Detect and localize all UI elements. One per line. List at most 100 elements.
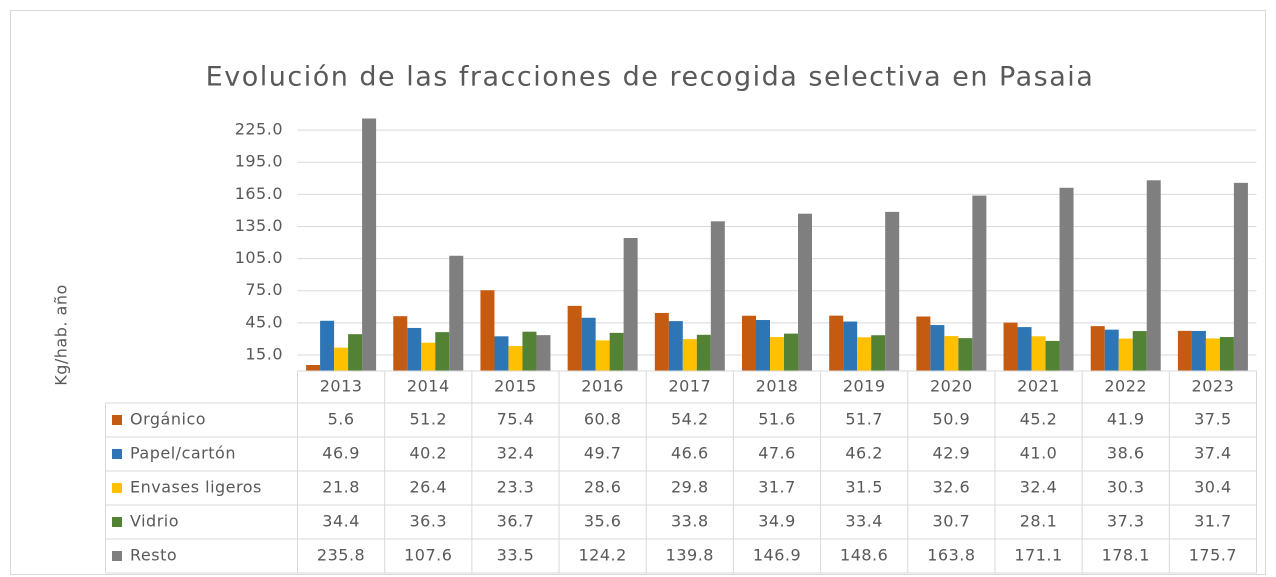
table-cell: 26.4 <box>409 478 447 497</box>
table-cell: 40.2 <box>409 444 447 463</box>
bar <box>843 321 858 371</box>
y-tick-label: 75.0 <box>245 280 283 299</box>
table-cell: 45.2 <box>1020 410 1058 429</box>
table-cell: 124.2 <box>578 546 626 565</box>
table-cell: 54.2 <box>671 410 709 429</box>
table-cell: 30.4 <box>1194 478 1232 497</box>
bar <box>581 317 596 371</box>
bar <box>1059 187 1074 371</box>
bar <box>609 332 624 371</box>
table-cell: 47.6 <box>758 444 796 463</box>
bar <box>348 334 363 371</box>
table-cell: 30.3 <box>1107 478 1145 497</box>
bar <box>1003 322 1018 371</box>
table-cell: 148.6 <box>840 546 888 565</box>
table-cell: 28.6 <box>584 478 622 497</box>
bar <box>1177 330 1192 371</box>
bar <box>508 346 523 371</box>
bar <box>623 238 638 371</box>
bar <box>916 316 931 371</box>
bar <box>696 334 711 371</box>
bar <box>449 255 464 371</box>
y-tick-label: 195.0 <box>235 152 283 171</box>
bar <box>393 316 408 371</box>
y-axis-label: Kg/hab. año <box>52 284 71 386</box>
chart-border <box>10 10 1266 575</box>
bar <box>480 290 495 371</box>
bar <box>407 327 422 371</box>
table-cell: 34.9 <box>758 512 796 531</box>
table-cell: 32.6 <box>933 478 971 497</box>
table-cell: 33.8 <box>671 512 709 531</box>
table-cell: 28.1 <box>1020 512 1058 531</box>
bar <box>1118 338 1133 371</box>
x-tick-label: 2022 <box>1104 377 1147 396</box>
legend-key <box>112 415 122 425</box>
bar <box>930 325 945 371</box>
x-tick-label: 2018 <box>756 377 799 396</box>
table-cell: 107.6 <box>404 546 452 565</box>
table-cell: 51.7 <box>845 410 883 429</box>
legend-key <box>112 483 122 493</box>
bar <box>829 315 844 371</box>
table-cell: 171.1 <box>1014 546 1062 565</box>
legend-key <box>112 517 122 527</box>
legend-key <box>112 449 122 459</box>
bar <box>421 342 436 371</box>
table-cell: 38.6 <box>1107 444 1145 463</box>
table-cell: 37.4 <box>1194 444 1232 463</box>
bar <box>1031 336 1046 371</box>
table-cell: 29.8 <box>671 478 709 497</box>
y-tick-label: 165.0 <box>235 184 283 203</box>
bar <box>536 335 551 371</box>
y-tick-label: 225.0 <box>235 120 283 139</box>
bar <box>1104 329 1119 371</box>
bar <box>306 365 321 371</box>
legend-label: Resto <box>130 546 177 565</box>
bar <box>654 312 669 371</box>
table-cell: 51.2 <box>409 410 447 429</box>
table-cell: 32.4 <box>497 444 535 463</box>
table-cell: 41.0 <box>1020 444 1058 463</box>
table-cell: 235.8 <box>317 546 365 565</box>
bar <box>756 320 770 371</box>
bar <box>334 347 349 371</box>
bar <box>1191 330 1206 371</box>
bar <box>710 221 725 371</box>
bar <box>1017 327 1032 371</box>
table-cell: 36.7 <box>497 512 535 531</box>
table-cell: 42.9 <box>933 444 971 463</box>
bar <box>857 337 872 371</box>
bar <box>435 332 450 371</box>
y-tick-label: 45.0 <box>245 312 283 331</box>
table-cell: 32.4 <box>1020 478 1058 497</box>
table-cell: 33.5 <box>497 546 535 565</box>
bar <box>1146 180 1161 371</box>
x-tick-label: 2020 <box>930 377 973 396</box>
table-cell: 31.7 <box>758 478 796 497</box>
legend-label: Orgánico <box>130 410 206 429</box>
table-cell: 31.5 <box>845 478 883 497</box>
table-cell: 46.6 <box>671 444 709 463</box>
bar <box>958 338 973 371</box>
x-tick-label: 2017 <box>668 377 711 396</box>
bar <box>798 213 812 371</box>
bar <box>871 335 886 371</box>
table-cell: 5.6 <box>328 410 355 429</box>
table-cell: 36.3 <box>409 512 447 531</box>
bar <box>567 305 582 371</box>
bar <box>742 315 756 371</box>
table-cell: 31.7 <box>1194 512 1232 531</box>
table-cell: 21.8 <box>322 478 360 497</box>
table-cell: 139.8 <box>666 546 714 565</box>
table-cell: 30.7 <box>933 512 971 531</box>
table-cell: 33.4 <box>845 512 883 531</box>
bar <box>784 333 798 371</box>
x-tick-label: 2019 <box>843 377 886 396</box>
x-tick-label: 2016 <box>581 377 624 396</box>
bar <box>682 339 697 371</box>
bar <box>1090 326 1105 371</box>
bar <box>320 320 335 371</box>
bar <box>1233 182 1248 371</box>
bar <box>1219 337 1234 371</box>
